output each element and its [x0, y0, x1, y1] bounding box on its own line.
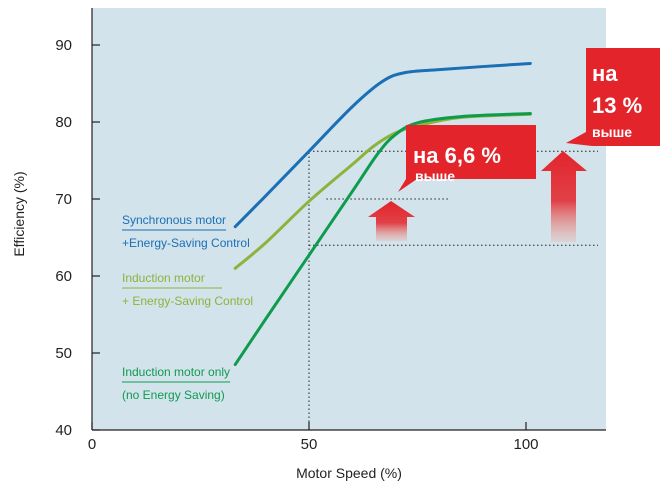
x-axis-title: Motor Speed (%): [296, 465, 402, 481]
callout-2-line-2: 13 %: [592, 93, 642, 118]
series-label-2-line-2: + Energy-Saving Control: [122, 294, 253, 308]
x-tick-label: 100: [513, 436, 538, 453]
series-labels: Synchronous motor +Energy-Saving Control I…: [122, 213, 253, 402]
y-tick-label: 40: [55, 422, 72, 439]
up-arrow-2: [541, 151, 587, 242]
y-tick-label: 50: [55, 345, 72, 362]
callout-1-box: [398, 125, 536, 192]
y-tick-label: 90: [55, 37, 72, 54]
callout-2-box: [566, 48, 660, 146]
series-line-1: [233, 61, 532, 229]
series-label-1-line-2: +Energy-Saving Control: [122, 236, 250, 250]
callout-1-line-2: выше: [415, 168, 455, 184]
y-tick-label: 60: [55, 268, 72, 285]
y-axis-title: Efficiency (%): [11, 171, 27, 256]
series-label-3-line-1: Induction motor only: [122, 365, 230, 379]
up-arrow-1: [368, 201, 415, 241]
plot-area: [92, 8, 606, 430]
callout-2-line-3: выше: [592, 124, 632, 140]
series-lines: [233, 61, 532, 367]
series-label-3-line-2: (no Energy Saving): [122, 388, 225, 402]
axes: 40 50 60 70 80 90 0 50 100: [55, 8, 606, 453]
series-line-3: [233, 112, 532, 367]
x-tick-label: 50: [301, 436, 318, 453]
x-tick-label: 0: [88, 436, 96, 453]
callout-2-line-1: на: [592, 61, 618, 86]
series-label-1-line-1: Synchronous motor: [122, 213, 226, 227]
y-tick-label: 70: [55, 191, 72, 208]
y-tick-label: 80: [55, 114, 72, 131]
series-label-2-line-1: Induction motor: [122, 271, 205, 285]
callout-1-line-1: на 6,6 %: [413, 143, 501, 168]
